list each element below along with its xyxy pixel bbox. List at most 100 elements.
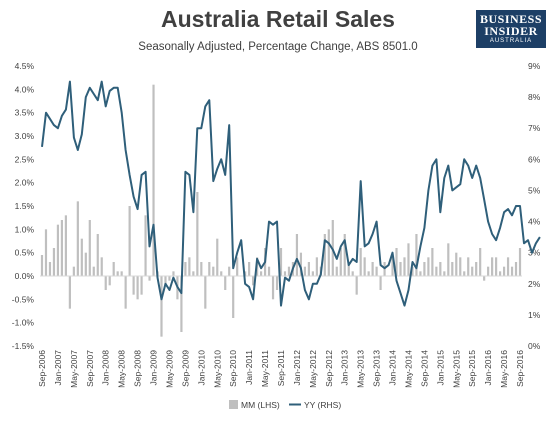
mm-bar [180, 276, 183, 332]
mm-bar [124, 276, 127, 309]
mm-bar [427, 257, 430, 276]
mm-bar [303, 266, 306, 276]
x-axis-tick-label: May-2010 [212, 350, 222, 388]
x-axis-tick-label: May-2014 [403, 350, 413, 388]
legend-mm-swatch [229, 400, 238, 409]
x-axis: Sep-2006 Jan-2007 May-2007 Sep-2007 Jan-2008… [37, 350, 525, 388]
chart-title: Australia Retail Sales [161, 6, 395, 32]
mm-bar [359, 248, 362, 276]
left-axis-tick-label: 3.5% [15, 108, 35, 118]
mm-bar [407, 243, 410, 276]
mm-bar [443, 271, 446, 276]
mm-bar [248, 262, 251, 276]
mm-bar [232, 276, 235, 318]
left-axis-tick-label: 4.5% [15, 61, 35, 71]
mm-bar [108, 276, 111, 286]
right-axis-tick-label: 5% [528, 185, 541, 195]
x-axis-tick-label: Sep-2006 [37, 350, 47, 387]
right-axis-tick-label: 9% [528, 61, 541, 71]
x-axis-tick-label: Jan-2007 [53, 350, 63, 386]
mm-bar [459, 257, 462, 276]
mm-bar [347, 262, 350, 276]
left-axis-tick-label: -1.5% [12, 341, 35, 351]
left-axis-tick-label: 4.0% [15, 84, 35, 94]
mm-bar [152, 84, 155, 277]
mm-bar [112, 262, 115, 276]
mm-bar [148, 276, 151, 281]
mm-bar [188, 257, 191, 276]
right-axis: 0% 1% 2% 3% 4% 5% 6% 7% 8% 9% [528, 61, 541, 351]
mm-bar [68, 276, 71, 309]
mm-bar [411, 266, 414, 276]
mm-bar [271, 276, 275, 300]
mm-bar [279, 248, 283, 276]
mm-bar [224, 276, 227, 290]
mm-bar [184, 262, 187, 276]
mm-bar [140, 276, 143, 295]
mm-bar [339, 248, 342, 276]
x-axis-tick-label: Jan-2009 [149, 350, 159, 386]
x-axis-tick-label: Sep-2013 [372, 350, 382, 387]
right-axis-tick-label: 2% [528, 279, 541, 289]
mm-bar [287, 266, 291, 276]
left-axis: -1.5% -1.0% -0.5% 0.0% 0.5% 1.0% 1.5% 2.0% 2.5% 3… [12, 61, 35, 351]
mm-bar [120, 271, 123, 276]
mm-bar [315, 257, 318, 276]
mm-bar [104, 276, 107, 290]
x-axis-tick-label: Jan-2008 [101, 350, 111, 386]
left-axis-tick-label: 0.5% [15, 248, 35, 258]
x-axis-tick-label: Jan-2011 [244, 350, 254, 385]
mm-bar [423, 262, 426, 276]
mm-bar [96, 234, 99, 276]
x-axis-tick-label: May-2015 [451, 350, 461, 388]
right-axis-tick-label: 6% [528, 154, 541, 164]
mm-bar [48, 262, 52, 276]
mm-bar [259, 271, 263, 276]
mm-bar [212, 266, 215, 276]
mm-bar [220, 271, 223, 276]
x-axis-tick-label: Sep-2008 [133, 350, 143, 387]
mm-bar [506, 257, 510, 276]
mm-bar [283, 271, 287, 276]
mm-bar [128, 206, 131, 276]
mm-bar [88, 220, 91, 276]
left-axis-tick-label: 0.0% [15, 271, 35, 281]
x-axis-tick-label: Sep-2010 [228, 350, 238, 387]
mm-bar [236, 257, 239, 276]
left-axis-tick-label: -1.0% [12, 318, 35, 328]
x-axis-tick-label: Sep-2016 [515, 350, 525, 387]
mm-bar [487, 266, 490, 276]
right-axis-tick-label: 8% [528, 92, 541, 102]
mm-bar [311, 271, 314, 276]
logo-line-2: INSIDER [484, 24, 538, 38]
x-axis-tick-label: May-2012 [308, 350, 318, 388]
mm-bar [403, 257, 406, 276]
mm-bar [327, 229, 330, 276]
x-axis-tick-label: Jan-2012 [292, 350, 302, 386]
x-axis-tick-label: Sep-2009 [180, 350, 190, 387]
mm-bar [80, 238, 83, 276]
mm-bar [343, 234, 346, 276]
mm-bar [64, 215, 67, 276]
legend-yy-label: YY (RHS) [304, 400, 341, 410]
right-axis-tick-label: 3% [528, 248, 541, 258]
legend-mm-label: MM (LHS) [241, 400, 280, 410]
x-axis-tick-label: Sep-2011 [276, 350, 286, 387]
mm-bar [52, 248, 56, 276]
mm-bar [439, 262, 442, 276]
mm-bar [40, 255, 44, 276]
mm-bar [200, 262, 203, 276]
mm-bar [475, 262, 478, 276]
logo-line-3: AUSTRALIA [489, 38, 533, 44]
mm-bar [299, 252, 303, 276]
mm-bar [44, 229, 48, 276]
mm-bar [160, 276, 163, 337]
yy-line-series [41, 80, 541, 307]
mm-bar [164, 276, 167, 286]
mm-bar [415, 234, 418, 276]
mm-bar [463, 271, 466, 276]
mm-bar [56, 224, 60, 276]
x-axis-tick-label: Sep-2012 [324, 350, 334, 387]
x-axis-tick-label: May-2007 [69, 350, 79, 388]
mm-bar [132, 276, 135, 295]
